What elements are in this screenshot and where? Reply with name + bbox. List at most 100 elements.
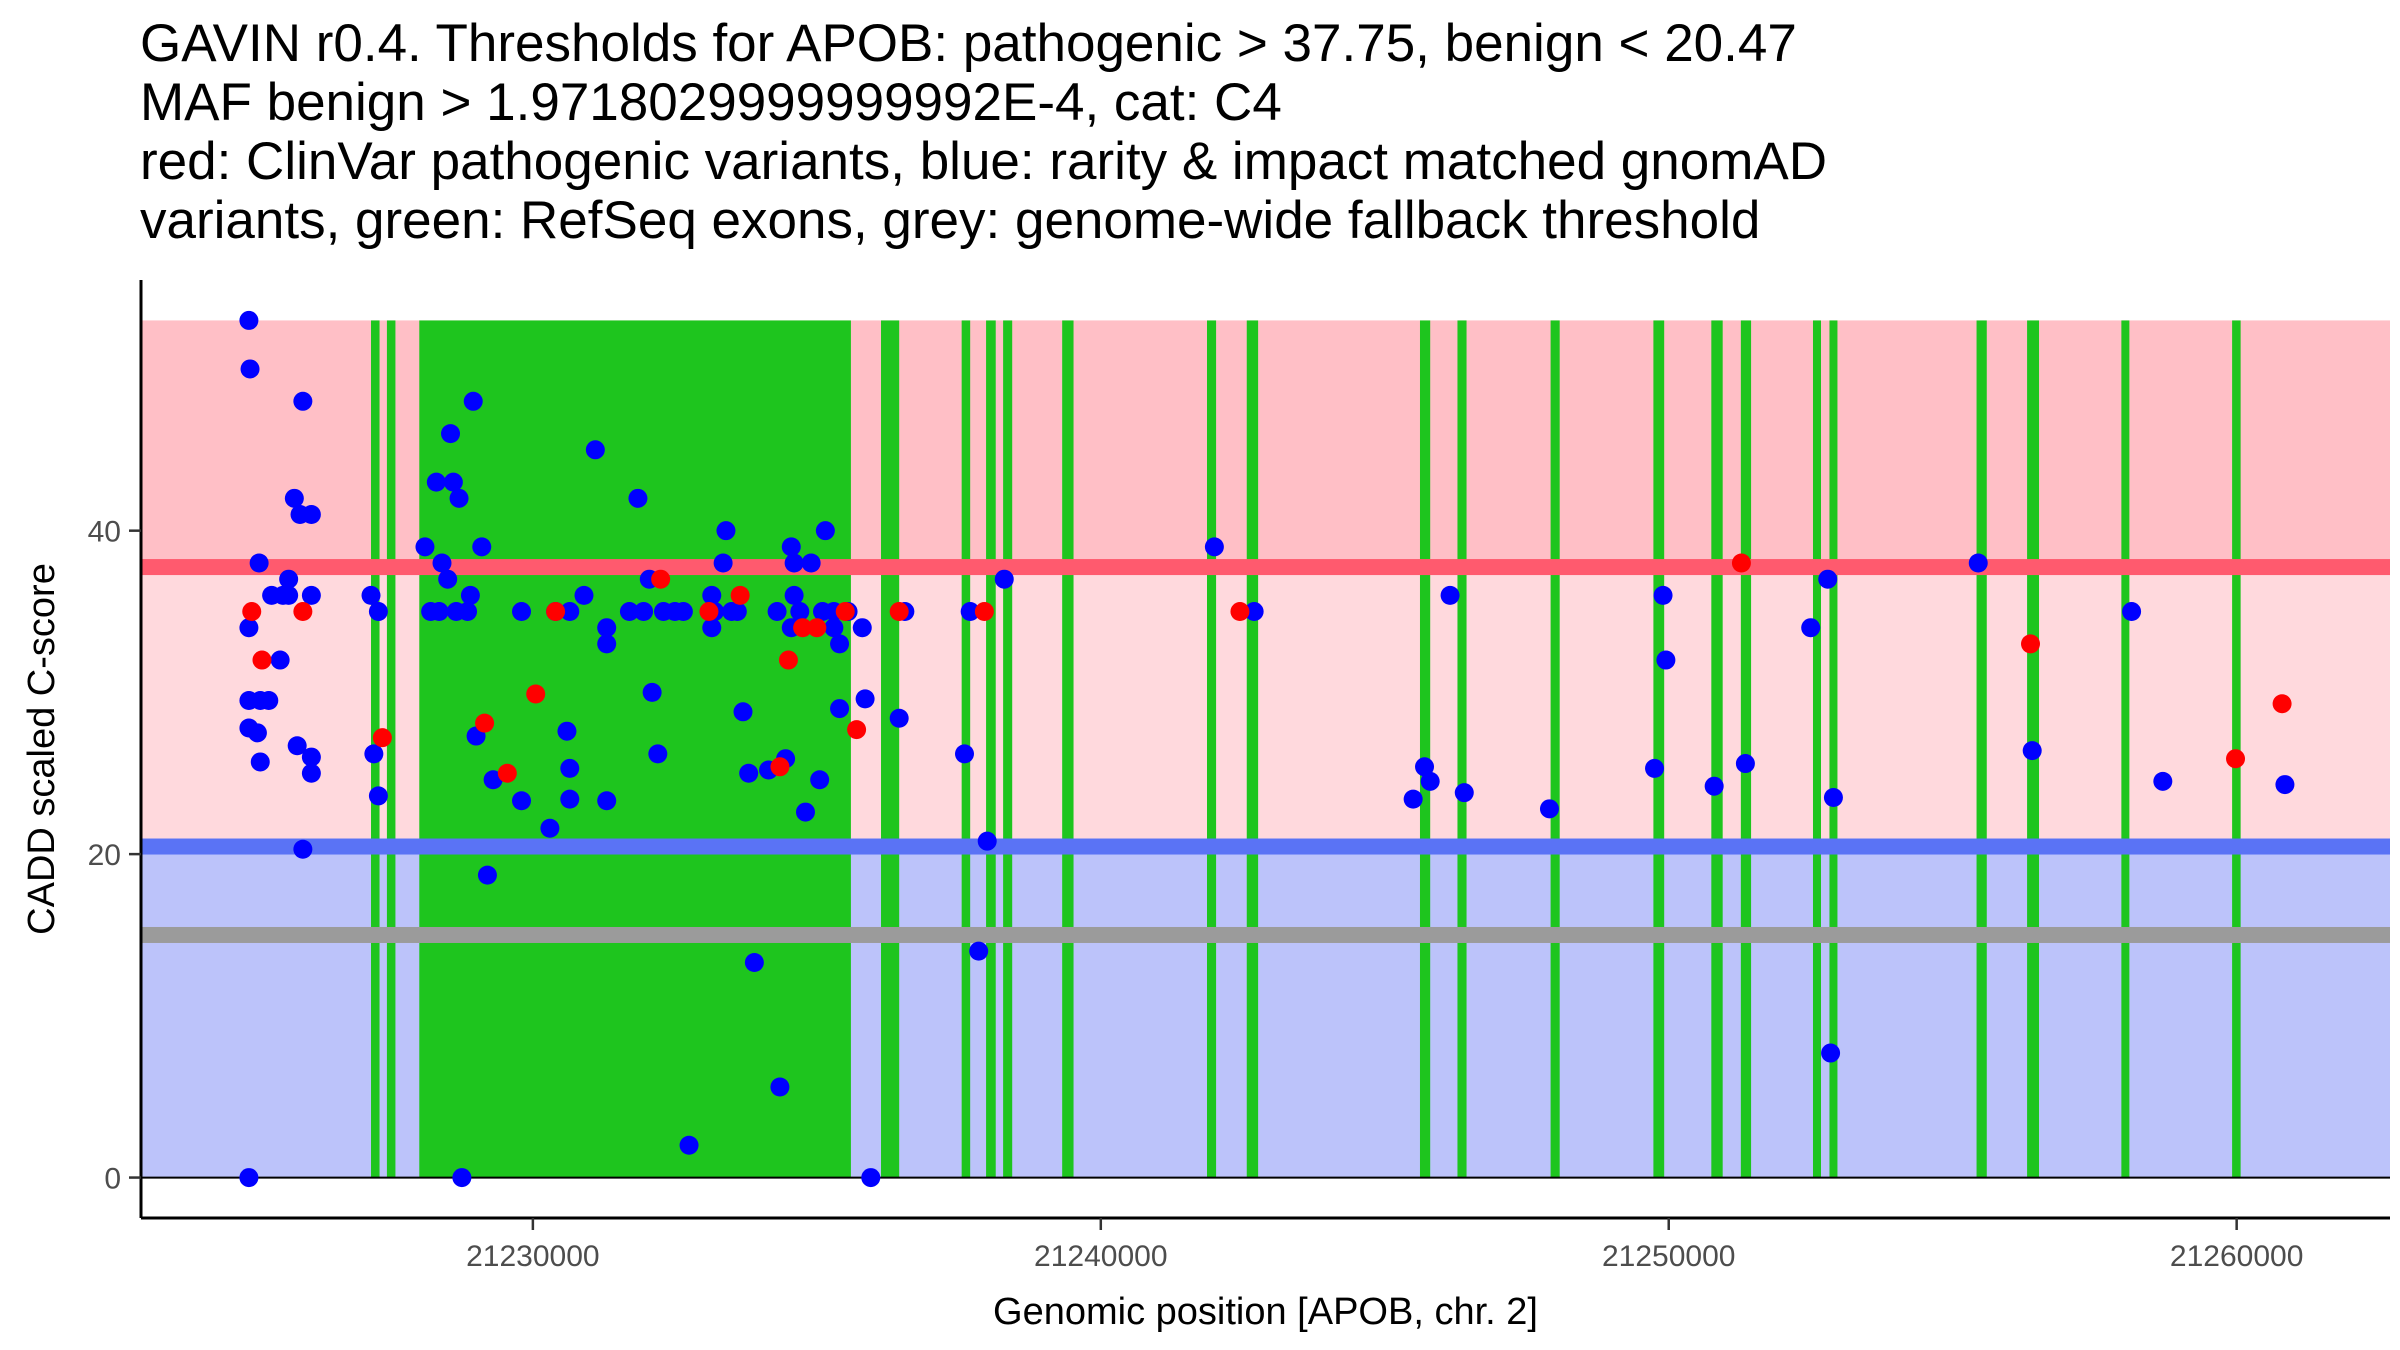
gnomad-variant-point <box>969 941 989 961</box>
exon-bar <box>1711 320 1723 1178</box>
exon-bar <box>986 320 996 1178</box>
gnomad-variant-point <box>673 602 693 622</box>
gnomad-variant-point <box>364 744 384 764</box>
gnomad-variant-point <box>368 602 388 622</box>
gnomad-variant-point <box>293 391 313 411</box>
gnomad-variant-point <box>784 553 804 573</box>
gnomad-variant-point <box>460 585 480 605</box>
gnomad-variant-point <box>287 736 307 756</box>
y-tick-label: 0 <box>104 1163 121 1196</box>
gnomad-variant-point <box>2153 771 2173 791</box>
gnomad-variant-point <box>628 488 648 508</box>
gnomad-variant-point <box>1539 799 1559 819</box>
title-line-1: GAVIN r0.4. Thresholds for APOB: pathoge… <box>140 14 1797 73</box>
x-tick-label: 21250000 <box>1602 1240 1735 1273</box>
gnomad-variant-point <box>1968 553 1988 573</box>
pathogenic-variant-point <box>546 602 566 622</box>
gnomad-variant-point <box>443 472 463 492</box>
exon-bar <box>1062 320 1074 1178</box>
pathogenic-variant-point <box>2272 694 2292 714</box>
fallback-threshold-line <box>141 926 2390 943</box>
gnomad-variant-point <box>301 505 321 524</box>
pathogenic-variant-point <box>497 763 517 783</box>
pathogenic-variant-point <box>242 602 262 622</box>
gnomad-variant-point <box>279 569 299 589</box>
gnomad-variant-point <box>432 553 452 573</box>
gnomad-variant-point <box>560 602 580 622</box>
pathogenic-variant-point <box>1731 553 1751 573</box>
gnomad-variant-point <box>889 708 909 728</box>
gnomad-variant-point <box>483 770 503 790</box>
gnomad-variant-point <box>597 791 617 811</box>
pathogenic-variant-point <box>778 650 798 670</box>
title-line-4: variants, green: RefSeq exons, grey: gen… <box>140 191 1761 250</box>
gnomad-variant-point <box>2022 741 2042 761</box>
variant-points <box>239 310 2295 1188</box>
y-axis-title: CADD scaled C-score <box>21 563 63 935</box>
x-tick-label: 21260000 <box>2170 1240 2303 1273</box>
gnomad-variant-point <box>574 585 594 605</box>
exon-bar <box>1740 320 1752 1178</box>
exon-bar <box>1246 320 1259 1178</box>
pathogenic-variant-point <box>807 618 827 638</box>
pathogenic-variant-point <box>252 650 272 670</box>
gnomad-variant-point <box>301 585 321 605</box>
gnomad-variant-point <box>2275 775 2295 795</box>
gnomad-variant-point <box>733 702 753 722</box>
gnomad-variant-point <box>824 618 844 638</box>
gnomad-variant-point <box>426 472 446 492</box>
gnomad-variant-point <box>1415 757 1435 777</box>
exon-bar <box>1207 320 1217 1178</box>
pathogenic-threshold-line <box>141 559 2390 576</box>
gnomad-variant-point <box>1801 618 1821 638</box>
gnomad-variant-point <box>642 682 662 702</box>
gnomad-variant-point <box>830 634 850 654</box>
gnomad-variant-point <box>597 634 617 654</box>
benign-threshold-line <box>141 838 2390 855</box>
exon-bar <box>1457 320 1467 1178</box>
title-line-2: MAF benign > 1.9718029999999992E-4, cat:… <box>140 73 1282 132</box>
pathogenic-variant-point <box>1230 602 1250 622</box>
gnomad-variant-point <box>739 763 759 783</box>
gnomad-variant-point <box>801 553 821 573</box>
gnomad-variant-point <box>1823 788 1843 808</box>
gnomad-variant-point <box>784 585 804 605</box>
gnomad-variant-point <box>1645 758 1665 778</box>
gnomad-variant-point <box>1656 650 1676 670</box>
gnomad-variant-point <box>1653 585 1673 605</box>
exon-bar <box>1419 320 1431 1178</box>
pathogenic-variant-point <box>372 728 392 748</box>
gnomad-variant-point <box>1454 783 1474 803</box>
gnomad-variant-point <box>861 1168 881 1188</box>
gnomad-variant-point <box>463 391 483 411</box>
gnomad-variant-point <box>1440 585 1460 605</box>
gnomad-variant-point <box>2122 602 2142 622</box>
gnomad-variant-point <box>1244 602 1264 622</box>
gnomad-variant-point <box>429 602 449 622</box>
gnomad-variant-point <box>744 952 764 972</box>
gnomad-variant-point <box>259 690 279 710</box>
axes: 0 20 40 21230000 21240000 21250000 21260000 <box>88 280 2390 1273</box>
gnomad-variant-point <box>449 488 469 508</box>
gnomad-variant-point <box>1818 569 1838 589</box>
pathogenic-variant-point <box>651 569 671 589</box>
x-tick-label: 21230000 <box>466 1240 599 1273</box>
gnomad-variant-point <box>716 521 736 541</box>
pathogenic-variant-point <box>847 720 867 740</box>
gnomad-variant-point <box>239 1168 259 1188</box>
gnomad-variant-point <box>960 602 980 622</box>
gnomad-variant-point <box>830 699 850 719</box>
y-tick-label: 20 <box>88 839 121 872</box>
exon-bar <box>1976 320 1987 1178</box>
threshold-lines <box>141 559 2390 1179</box>
exon-bar <box>881 320 900 1178</box>
gnomad-variant-point <box>770 1077 790 1097</box>
gnomad-variant-point <box>438 569 458 589</box>
y-tick-label: 40 <box>88 516 121 549</box>
gnomad-variant-point <box>239 618 259 638</box>
gnomad-variant-point <box>512 791 532 811</box>
gnomad-variant-point <box>441 424 461 444</box>
gnomad-variant-point <box>852 618 872 638</box>
gnomad-variant-point <box>810 770 830 790</box>
